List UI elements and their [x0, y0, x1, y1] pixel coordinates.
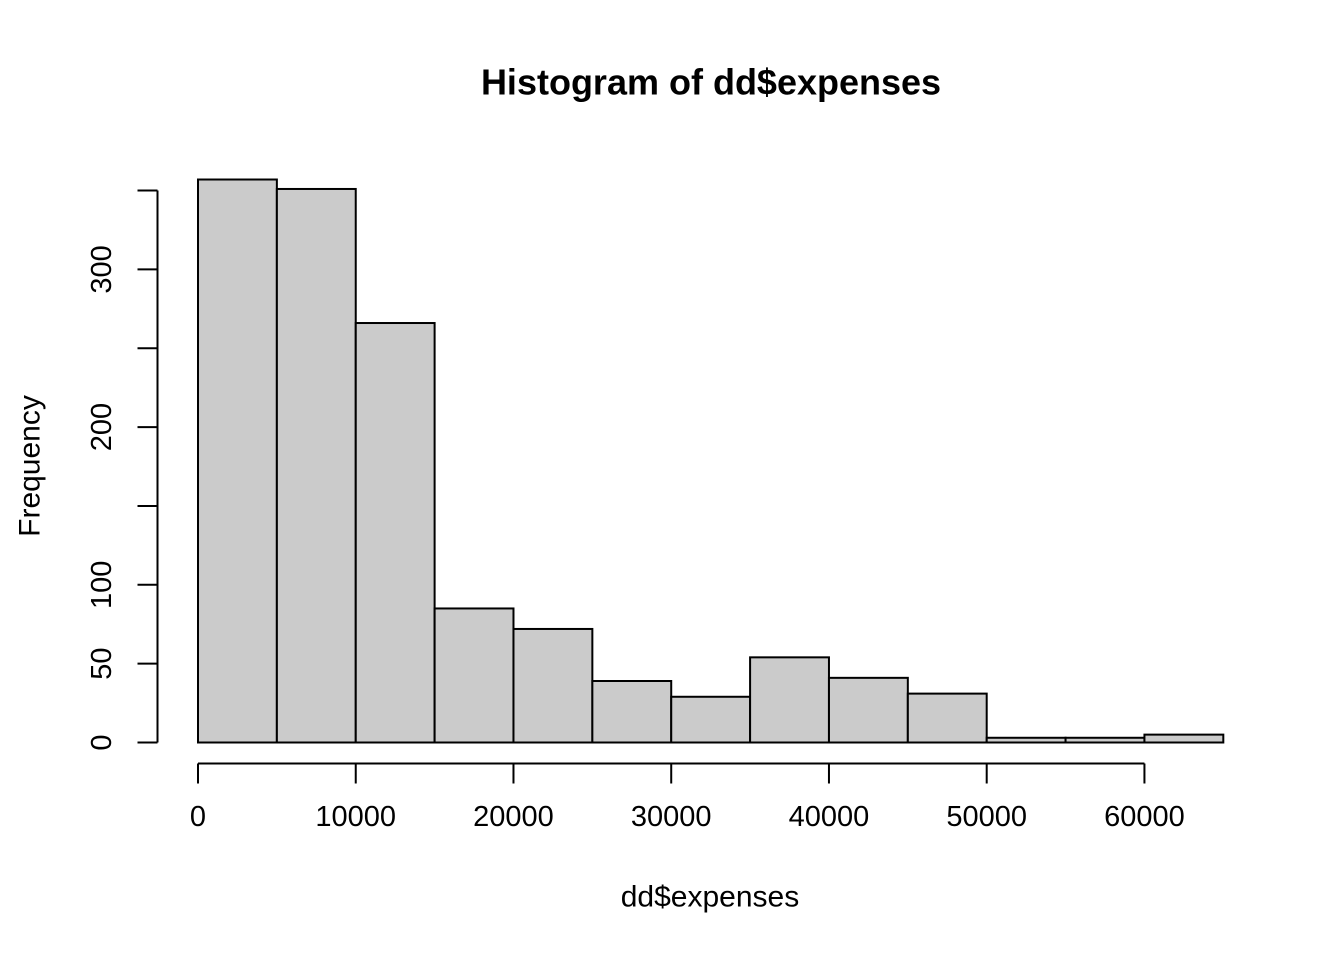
histogram-bar-8 [827, 676, 909, 744]
bars-group [197, 178, 1225, 744]
y-axis-label: Frequency [14, 395, 47, 537]
x-axis-label: dd$expenses [621, 881, 799, 914]
x-tick-label-50000: 50000 [946, 801, 1027, 833]
histogram-bar-9 [906, 692, 988, 744]
histogram-bar-4 [512, 627, 594, 744]
histogram-bar-2 [354, 322, 436, 744]
histogram-bar-3 [433, 607, 515, 744]
y-tick-label-0: 0 [86, 734, 118, 750]
x-tick-label-20000: 20000 [473, 801, 554, 833]
x-tick-label-40000: 40000 [789, 801, 870, 833]
x-tick-label-60000: 60000 [1104, 801, 1185, 833]
histogram-bar-5 [591, 680, 673, 744]
histogram-bar-0 [197, 178, 278, 744]
histogram-bar-7 [749, 656, 830, 744]
x-tick-label-0: 0 [190, 801, 206, 833]
x-tick-label-10000: 10000 [315, 801, 396, 833]
histogram-bar-1 [275, 187, 357, 744]
y-tick-label-50: 50 [86, 648, 118, 680]
y-tick-label-200: 200 [86, 403, 118, 451]
histogram-bar-11 [1064, 736, 1146, 744]
chart-title: Histogram of dd$expenses [481, 62, 941, 103]
histogram-bar-12 [1143, 733, 1225, 744]
y-tick-label-100: 100 [86, 561, 118, 609]
x-tick-label-30000: 30000 [631, 801, 712, 833]
histogram-bar-6 [670, 695, 752, 744]
y-tick-label-300: 300 [86, 245, 118, 293]
axes-group: 0 50 100 200 300 0 10000 20000 30000 40000 50000 60… [86, 189, 1185, 833]
histogram-bar-10 [985, 736, 1067, 744]
